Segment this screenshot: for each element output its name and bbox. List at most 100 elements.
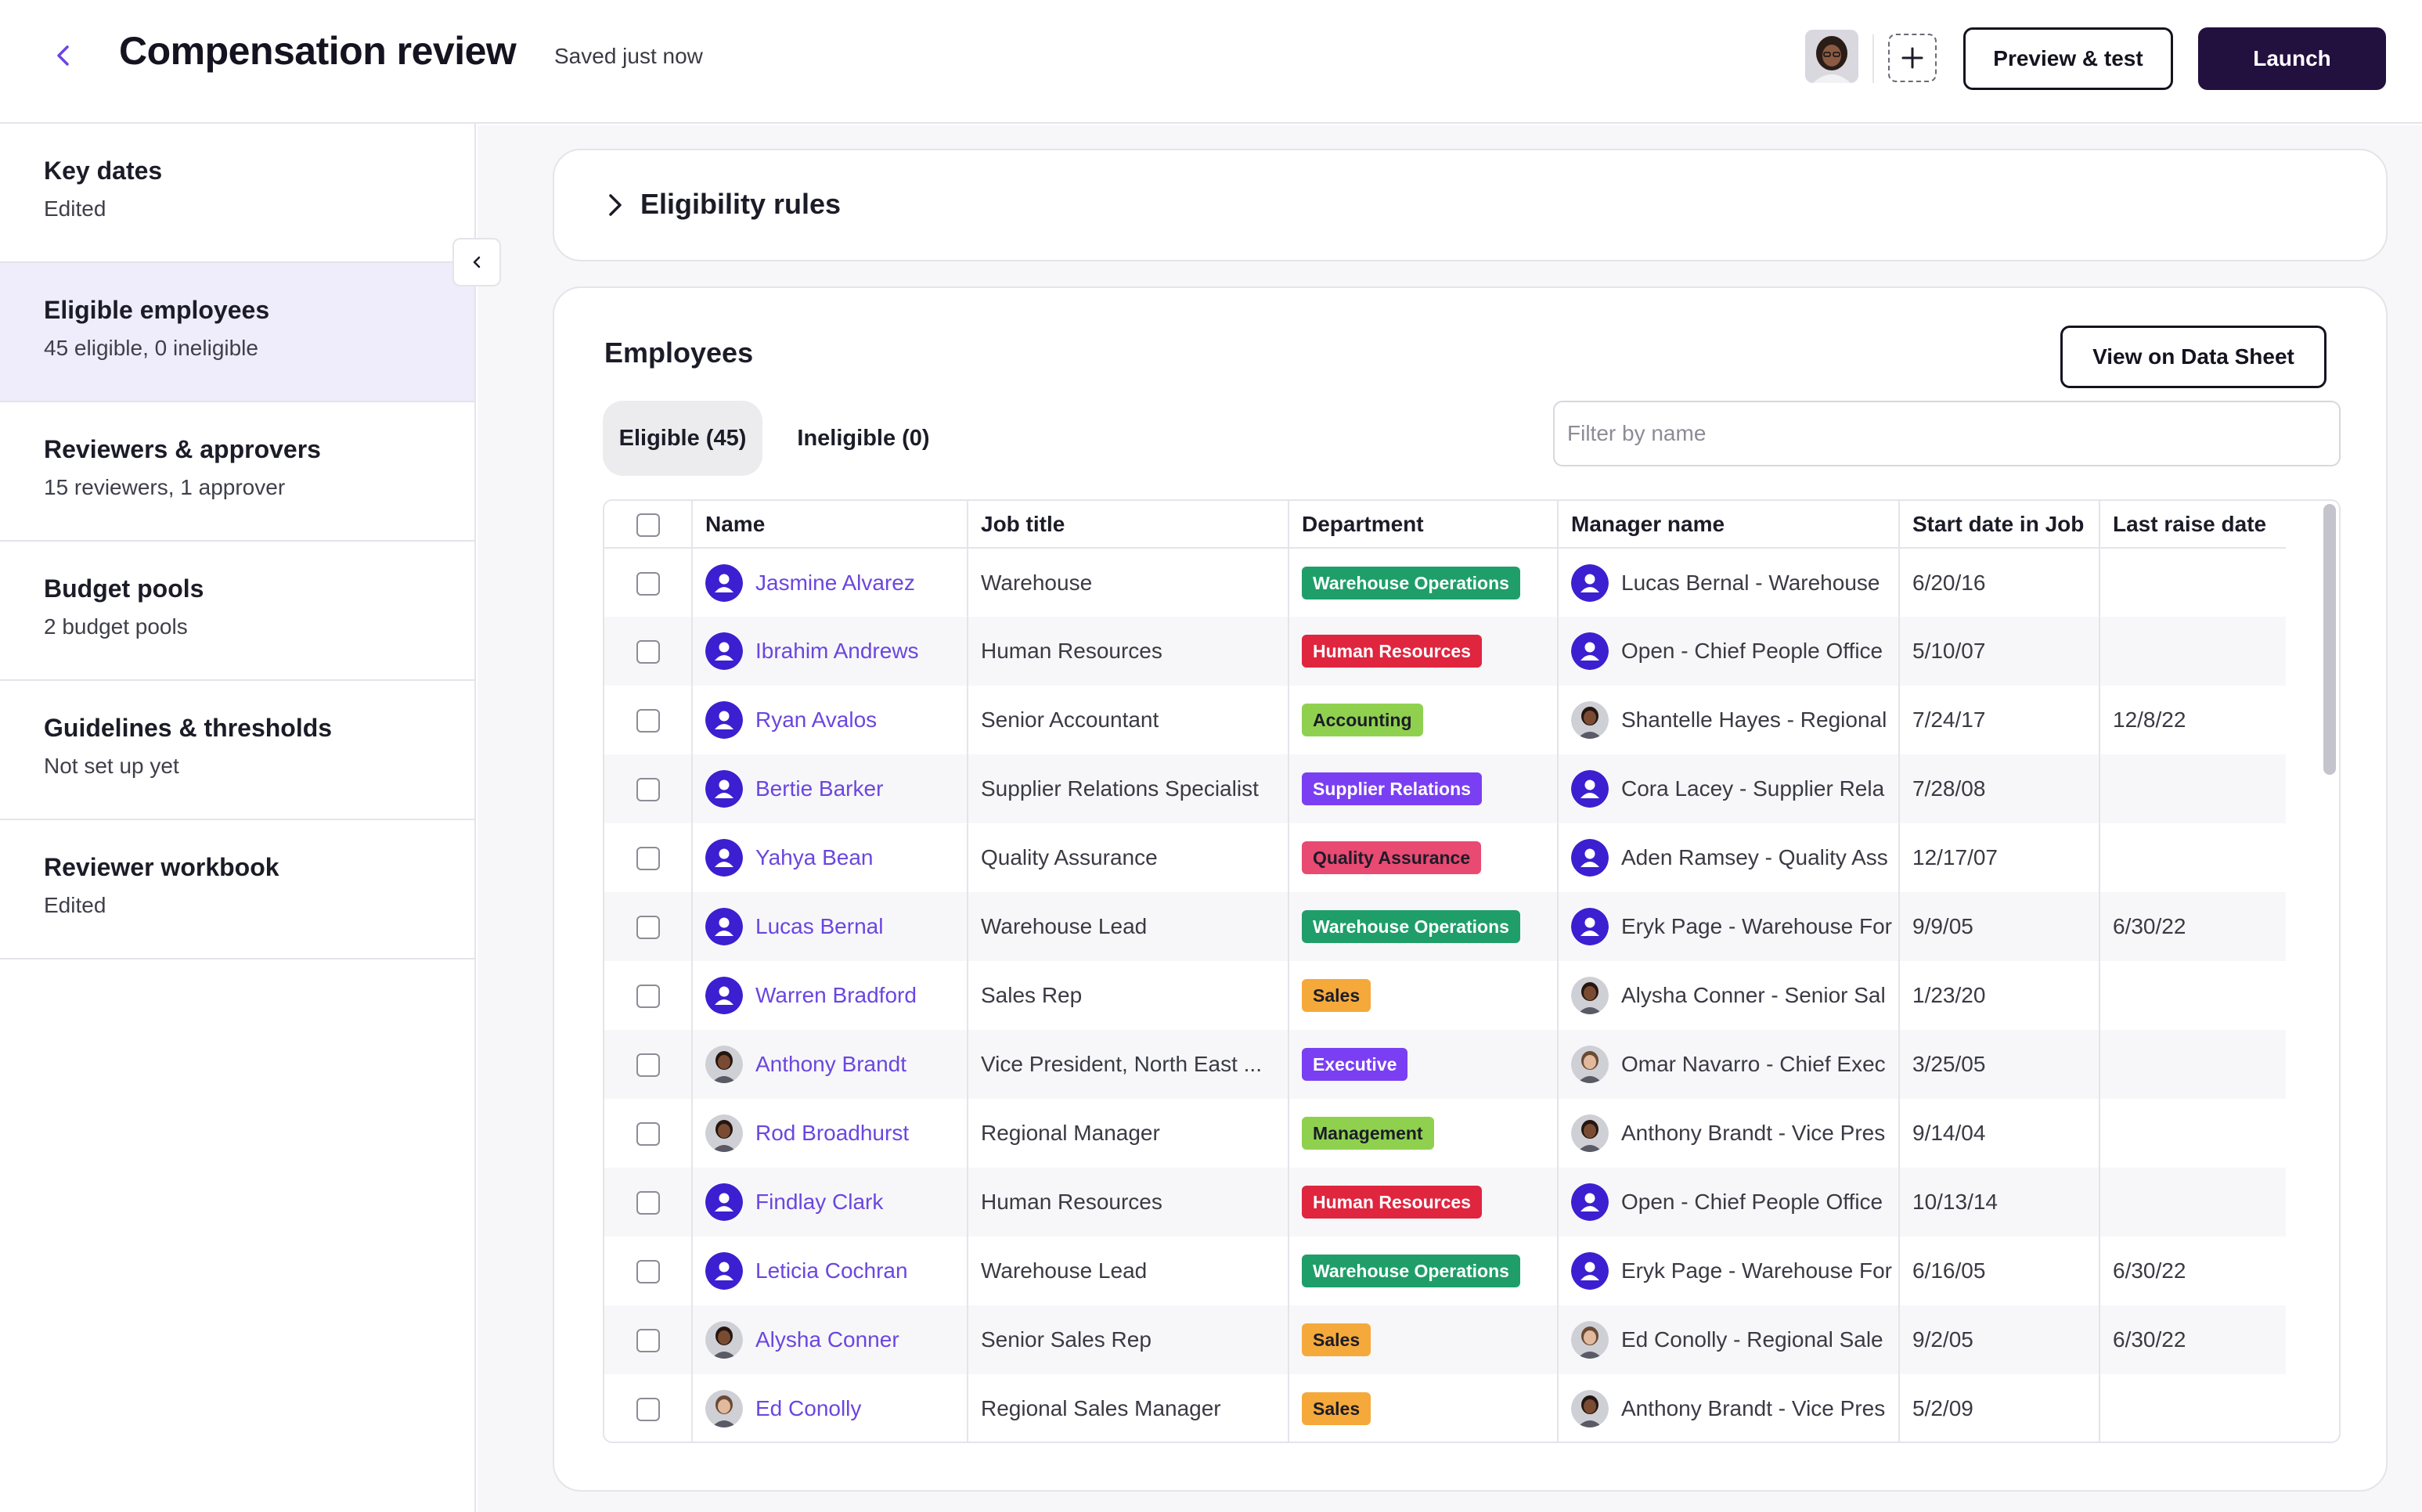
department-badge: Human Resources	[1302, 635, 1482, 668]
eligibility-rules-title: Eligibility rules	[640, 188, 842, 220]
row-checkbox[interactable]	[636, 778, 660, 802]
employee-name-link[interactable]: Yahya Bean	[755, 845, 874, 869]
employee-name-link[interactable]: Alysha Conner	[755, 1327, 899, 1352]
tab-eligible[interactable]: Eligible (45)	[603, 401, 762, 476]
view-on-data-sheet-button[interactable]: View on Data Sheet	[2060, 326, 2326, 388]
select-all-checkbox[interactable]	[636, 513, 660, 537]
row-checkbox[interactable]	[636, 1260, 660, 1284]
start-date-cell: 9/2/05	[1899, 1305, 2100, 1374]
job-title-cell: Human Resources	[968, 1168, 1289, 1237]
sidebar-item-eligible-employees[interactable]: Eligible employees 45 eligible, 0 inelig…	[0, 263, 474, 402]
manager-name: Ed Conolly - Regional Sale	[1621, 1327, 1883, 1352]
job-title-cell: Vice President, North East ...	[968, 1030, 1289, 1099]
sidebar-item-reviewers-approvers[interactable]: Reviewers & approvers 15 reviewers, 1 ap…	[0, 402, 474, 542]
table-row[interactable]: Findlay Clark Human Resources Human Resour…	[604, 1168, 2286, 1237]
row-checkbox[interactable]	[636, 709, 660, 733]
employee-name-link[interactable]: Findlay Clark	[755, 1190, 884, 1214]
column-header-manager-name[interactable]: Manager name	[1558, 501, 1900, 549]
employee-name-link[interactable]: Rod Broadhurst	[755, 1121, 910, 1145]
sidebar-item-subtitle: Not set up yet	[44, 754, 179, 778]
table-row[interactable]: Anthony Brandt Vice President, North East…	[604, 1030, 2286, 1099]
job-title-cell: Warehouse	[968, 548, 1289, 617]
manager-avatar	[1571, 701, 1609, 739]
department-badge: Quality Assurance	[1302, 841, 1482, 874]
column-header-name[interactable]: Name	[692, 501, 968, 549]
employee-name-link[interactable]: Anthony Brandt	[755, 1052, 907, 1076]
eligibility-rules-panel[interactable]: Eligibility rules	[553, 149, 2388, 261]
header-divider	[1872, 34, 1874, 83]
person-icon	[1571, 632, 1609, 670]
manager-cell: Eryk Page - Warehouse For	[1558, 1237, 1900, 1305]
manager-cell: Anthony Brandt - Vice Pres	[1558, 1099, 1900, 1168]
sidebar-item-key-dates[interactable]: Key dates Edited	[0, 124, 474, 263]
filter-by-name-input[interactable]	[1553, 401, 2341, 466]
sidebar-item-subtitle: Edited	[44, 196, 106, 221]
table-row[interactable]: Alysha Conner Senior Sales Rep Sales Ed Con…	[604, 1305, 2286, 1374]
row-checkbox[interactable]	[636, 847, 660, 871]
start-date-cell: 6/16/05	[1899, 1237, 2100, 1305]
row-checkbox[interactable]	[636, 640, 660, 664]
name-cell: Jasmine Alvarez	[692, 548, 968, 617]
row-checkbox[interactable]	[636, 1053, 660, 1078]
employee-name-link[interactable]: Ibrahim Andrews	[755, 639, 919, 663]
employee-name-link[interactable]: Ryan Avalos	[755, 707, 878, 732]
scrollbar-thumb[interactable]	[2323, 504, 2336, 775]
table-row[interactable]: Warren Bradford Sales Rep Sales Alysha Conn…	[604, 961, 2286, 1030]
column-header-last-raise-date[interactable]: Last raise date	[2099, 501, 2286, 549]
table-row[interactable]: Leticia Cochran Warehouse Lead Warehouse O…	[604, 1237, 2286, 1305]
employee-name-link[interactable]: Jasmine Alvarez	[755, 570, 915, 595]
table-row[interactable]: Ryan Avalos Senior Accountant Accounting Sh…	[604, 686, 2286, 754]
last-raise-date-cell: 6/30/22	[2113, 1258, 2186, 1283]
table-row[interactable]: Lucas Bernal Warehouse Lead Warehouse Oper…	[604, 892, 2286, 961]
row-checkbox[interactable]	[636, 1191, 660, 1215]
table-row[interactable]: Jasmine Alvarez Warehouse Warehouse Operat…	[604, 548, 2286, 617]
row-checkbox[interactable]	[636, 1398, 660, 1422]
sidebar-item-reviewer-workbook[interactable]: Reviewer workbook Edited	[0, 820, 474, 959]
table-scrollbar[interactable]	[2323, 504, 2336, 1435]
column-header-start-date[interactable]: Start date in Job	[1899, 501, 2100, 549]
department-cell: Executive	[1288, 1030, 1559, 1099]
table-row[interactable]: Ibrahim Andrews Human Resources Human Reso…	[604, 617, 2286, 686]
row-select-cell	[604, 1168, 693, 1237]
table-row[interactable]: Ed Conolly Regional Sales Manager Sales Ant…	[604, 1374, 2286, 1442]
sidebar-item-budget-pools[interactable]: Budget pools 2 budget pools	[0, 542, 474, 681]
sidebar-item-subtitle: Edited	[44, 893, 106, 917]
launch-button[interactable]: Launch	[2198, 27, 2386, 90]
sidebar-item-guidelines-thresholds[interactable]: Guidelines & thresholds Not set up yet	[0, 681, 474, 820]
manager-name: Eryk Page - Warehouse For	[1621, 914, 1892, 938]
save-status: Saved just now	[554, 44, 703, 68]
row-checkbox[interactable]	[636, 985, 660, 1009]
start-date-cell: 10/13/14	[1899, 1168, 2100, 1237]
department-cell: Quality Assurance	[1288, 823, 1559, 892]
manager-cell: Eryk Page - Warehouse For	[1558, 892, 1900, 961]
employee-name-link[interactable]: Leticia Cochran	[755, 1258, 908, 1283]
column-header-job-title[interactable]: Job title	[968, 501, 1289, 549]
manager-cell: Shantelle Hayes - Regional	[1558, 686, 1900, 754]
employee-name-link[interactable]: Lucas Bernal	[755, 914, 884, 938]
table-row[interactable]: Rod Broadhurst Regional Manager Management…	[604, 1099, 2286, 1168]
person-icon	[705, 1252, 743, 1290]
back-button[interactable]	[44, 36, 83, 75]
last-raise-date-cell	[2099, 1374, 2286, 1442]
tab-ineligible[interactable]: Ineligible (0)	[797, 425, 930, 451]
row-checkbox[interactable]	[636, 1329, 660, 1353]
row-checkbox[interactable]	[636, 571, 660, 596]
user-avatar[interactable]	[1805, 30, 1858, 83]
chevron-left-icon	[57, 45, 69, 66]
start-date-cell: 7/24/17	[1899, 686, 2100, 754]
row-checkbox[interactable]	[636, 1122, 660, 1147]
row-checkbox[interactable]	[636, 916, 660, 940]
table-row[interactable]: Yahya Bean Quality Assurance Quality Assur…	[604, 823, 2286, 892]
person-photo-icon	[705, 1321, 743, 1359]
plus-icon	[1901, 47, 1923, 69]
column-header-department[interactable]: Department	[1288, 501, 1559, 549]
employee-name-link[interactable]: Bertie Barker	[755, 776, 884, 801]
add-collaborator-button[interactable]	[1888, 34, 1937, 82]
person-photo-icon	[1571, 1321, 1609, 1359]
preview-test-button[interactable]: Preview & test	[1963, 27, 2173, 90]
collapse-sidebar-button[interactable]	[452, 238, 501, 286]
employee-name-link[interactable]: Ed Conolly	[755, 1396, 862, 1420]
manager-name: Open - Chief People Office	[1621, 1190, 1883, 1214]
table-row[interactable]: Bertie Barker Supplier Relations Speciali…	[604, 754, 2286, 823]
employee-name-link[interactable]: Warren Bradford	[755, 983, 917, 1007]
